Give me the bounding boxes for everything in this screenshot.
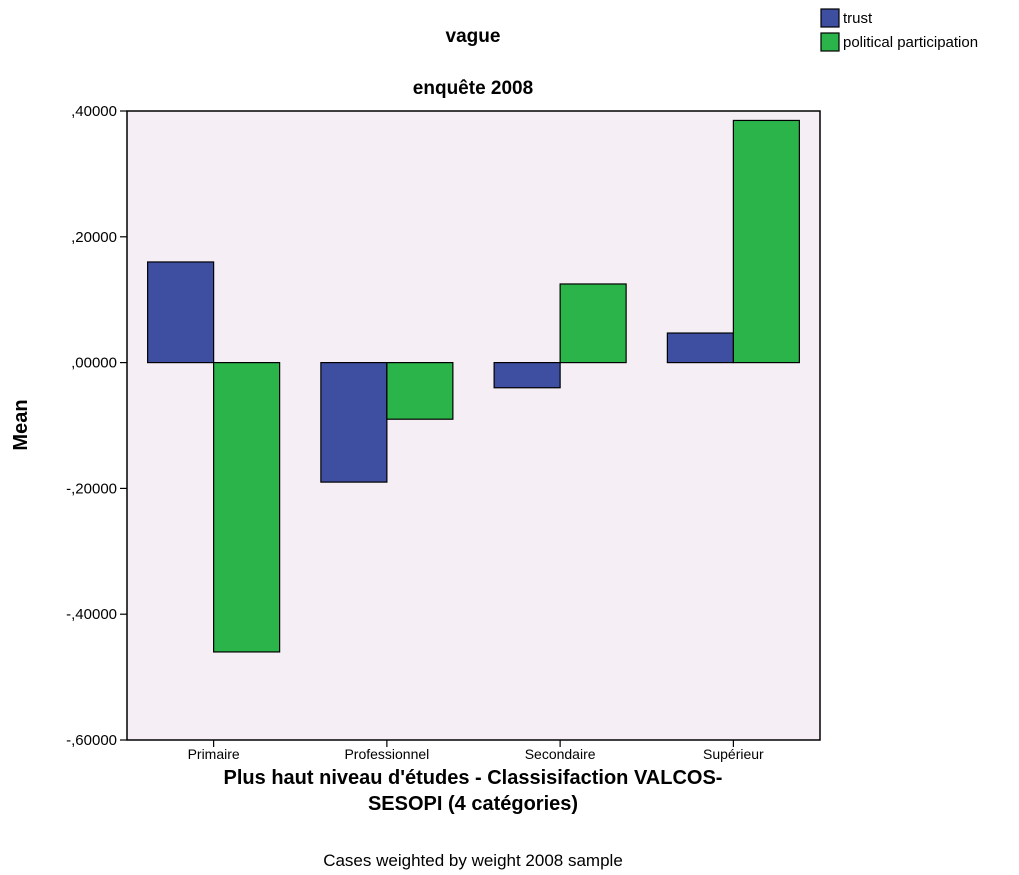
bar-political-participation-secondaire xyxy=(559,283,627,364)
y-axis-title: Mean xyxy=(10,399,32,450)
bars xyxy=(147,119,800,653)
legend-label: trust xyxy=(843,10,873,27)
legend: trust political participation xyxy=(820,8,978,52)
x-tick-label: Supérieur xyxy=(703,746,764,762)
y-tick-label: ,40000 xyxy=(71,103,117,120)
footnote: Cases weighted by weight 2008 sample xyxy=(323,851,623,870)
bar-political-participation-primaire xyxy=(213,362,281,653)
x-axis-title-line-1: Plus haut niveau d'études - Classisifact… xyxy=(224,767,723,789)
y-axis: ,40000 ,20000 ,00000 -,20000 -,40000 -,60000 xyxy=(66,103,127,749)
bar-trust-primaire xyxy=(147,261,215,364)
x-tick-label: Professionnel xyxy=(344,746,429,762)
chart-panel-title: vague xyxy=(446,26,501,47)
bar-trust-supérieur xyxy=(666,332,734,364)
x-axis: Primaire Professionnel Secondaire Supérieur xyxy=(188,740,764,762)
bar-trust-secondaire xyxy=(493,362,561,389)
legend-swatch xyxy=(820,32,840,52)
bar-political-participation-supérieur xyxy=(732,119,800,364)
y-tick-label: -,60000 xyxy=(66,732,117,749)
y-tick-label: -,40000 xyxy=(66,606,117,623)
legend-label: political participation xyxy=(843,34,978,51)
chart-subtitle: enquête 2008 xyxy=(413,78,533,99)
bar-trust-professionnel xyxy=(320,362,388,483)
y-tick-label: ,00000 xyxy=(71,355,117,372)
x-axis-title-line-2: SESOPI (4 catégories) xyxy=(368,793,578,815)
y-tick-label: -,20000 xyxy=(66,480,117,497)
y-tick-label: ,20000 xyxy=(71,229,117,246)
legend-swatch xyxy=(820,8,840,28)
x-tick-label: Primaire xyxy=(188,746,240,762)
bar-political-participation-professionnel xyxy=(386,362,454,420)
x-tick-label: Secondaire xyxy=(525,746,596,762)
